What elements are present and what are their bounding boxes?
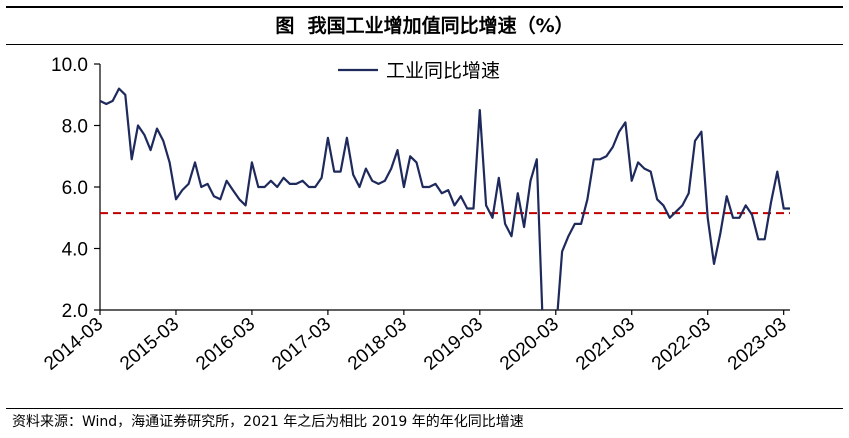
- x-tick-label: 2021-03: [572, 314, 639, 375]
- source-note: 资料来源：Wind，海通证券研究所，2021 年之后为相比 2019 年的年化同…: [12, 414, 524, 430]
- top-rule: [6, 6, 843, 8]
- figure-title: 图 我国工业增加值同比增速（%）: [275, 15, 574, 37]
- legend-label: 工业同比增速: [386, 60, 500, 82]
- x-axis: 2014-03 2015-03 2016-03 2017-03 2018-03 2019-…: [40, 309, 791, 375]
- y-tick-label: 6.0: [62, 178, 88, 199]
- y-tick-label: 2.0: [62, 301, 88, 322]
- x-tick-label: 2015-03: [116, 314, 183, 375]
- x-tick-label: 2020-03: [496, 314, 563, 375]
- y-axis: 2.0 4.0 6.0 8.0 10.0: [51, 55, 101, 322]
- x-tick-label: 2023-03: [724, 314, 791, 375]
- y-tick-label: 4.0: [62, 240, 88, 261]
- x-tick-label: 2022-03: [648, 314, 715, 375]
- x-tick-label: 2017-03: [268, 314, 335, 375]
- legend: 工业同比增速: [338, 60, 500, 82]
- x-tick-label: 2016-03: [192, 314, 259, 375]
- y-tick-label: 8.0: [62, 117, 88, 138]
- plot-area: [100, 87, 790, 310]
- x-tick-label: 2019-03: [420, 314, 487, 375]
- bottom-rule: [6, 408, 843, 409]
- title-rule: [6, 44, 843, 45]
- series-line-industrial-growth: [100, 87, 790, 310]
- x-tick-label: 2018-03: [344, 314, 411, 375]
- y-tick-label: 10.0: [51, 55, 88, 76]
- x-tick-label: 2014-03: [40, 314, 107, 375]
